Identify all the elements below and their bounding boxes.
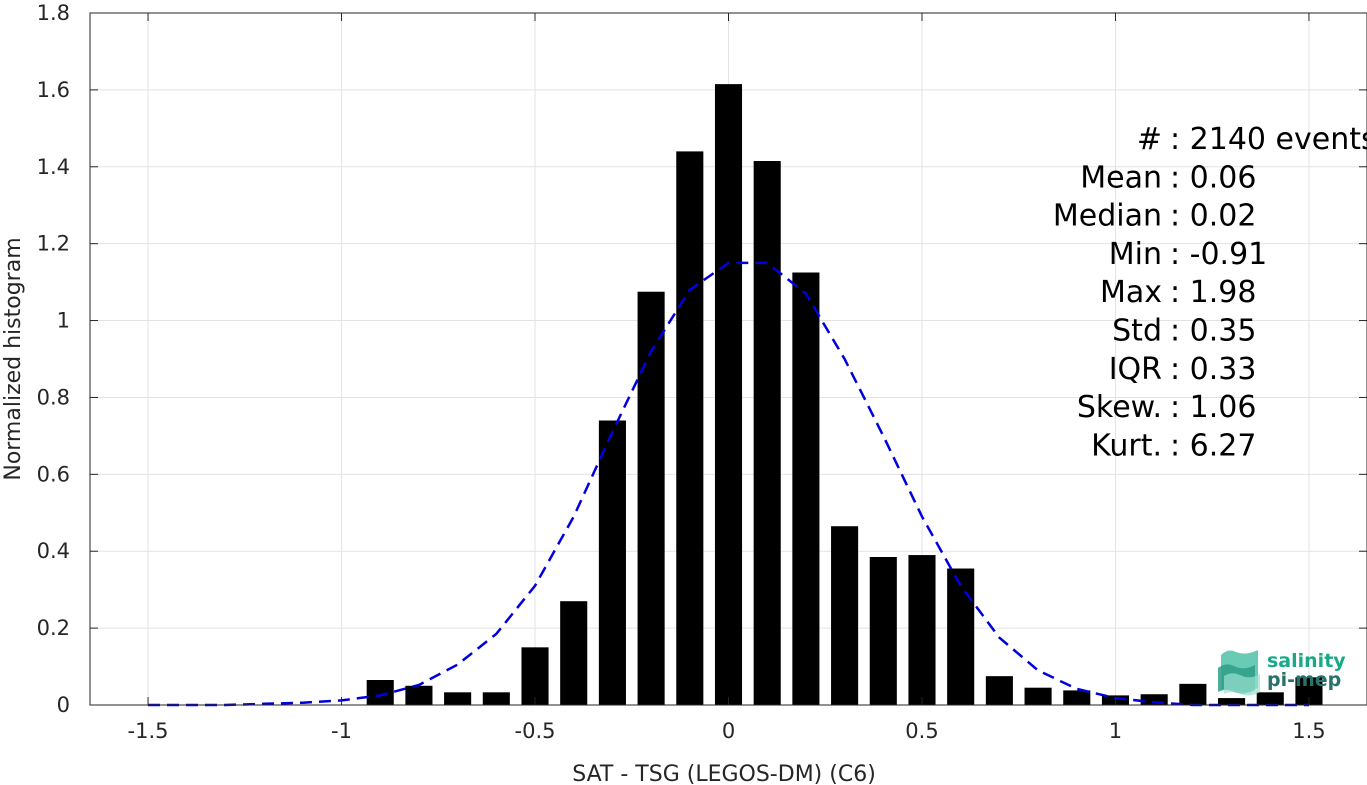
bars xyxy=(366,84,1323,706)
stat-label: Median xyxy=(1053,199,1162,234)
x-tick-label: -0.5 xyxy=(515,719,556,743)
stat-value: : 0.02 xyxy=(1170,199,1256,234)
histogram-bar xyxy=(1024,687,1052,705)
y-tick-label: 1.6 xyxy=(37,78,70,102)
stat-value: : 0.35 xyxy=(1170,314,1256,349)
y-tick-label: 0 xyxy=(57,693,70,717)
stat-value: : 0.06 xyxy=(1170,160,1256,195)
stat-label: # xyxy=(1137,122,1162,157)
stat-label: Min xyxy=(1109,237,1162,272)
y-tick-label: 1 xyxy=(57,309,70,333)
histogram-bar xyxy=(753,161,781,705)
histogram-bar xyxy=(908,555,936,705)
x-tick-label: 0.5 xyxy=(905,719,938,743)
histogram-bar xyxy=(637,291,665,705)
stat-label: Mean xyxy=(1080,160,1162,195)
y-axis-label: Normalized histogram xyxy=(1,237,26,480)
histogram-bar xyxy=(405,685,433,705)
y-tick-label: 0.8 xyxy=(37,385,70,409)
histogram-bar xyxy=(985,676,1013,705)
stat-label: Max xyxy=(1100,275,1162,310)
histogram-bar xyxy=(521,647,549,705)
salinity-pimep-logo: salinity pi-mep xyxy=(1218,650,1346,696)
histogram-bar xyxy=(1140,694,1168,705)
stat-value: : 6.27 xyxy=(1170,428,1256,463)
histogram-bar xyxy=(831,526,859,705)
histogram-bar xyxy=(792,272,820,705)
histogram-bar xyxy=(598,420,626,705)
y-tick-label: 0.2 xyxy=(37,616,70,640)
x-tick-label: -1.5 xyxy=(128,719,169,743)
histogram-bar xyxy=(482,692,510,705)
histogram-bar xyxy=(1218,698,1246,705)
histogram-bar xyxy=(560,601,588,705)
normal-fit-line xyxy=(148,261,1309,707)
x-tick-label: -1 xyxy=(331,719,352,743)
stat-label: IQR xyxy=(1109,352,1162,387)
histogram-bar xyxy=(869,556,897,705)
histogram-bar xyxy=(714,84,743,706)
y-tick-label: 1.4 xyxy=(37,155,70,179)
x-tick-label: 1 xyxy=(1109,719,1122,743)
stat-value: : 1.98 xyxy=(1170,275,1256,310)
y-tick-label: 1.2 xyxy=(37,232,70,256)
stat-label: Std xyxy=(1112,314,1162,349)
y-tick-label: 1.8 xyxy=(37,1,70,25)
x-tick-label: 1.5 xyxy=(1292,719,1325,743)
stat-value: : 1.06 xyxy=(1170,390,1256,425)
wave-icon xyxy=(1218,650,1260,696)
histogram-bar xyxy=(947,568,975,705)
fit-curve xyxy=(148,261,1309,707)
histogram-bar xyxy=(444,692,472,705)
histogram-bar xyxy=(1256,692,1284,705)
x-tick-label: 0 xyxy=(722,719,735,743)
histogram-bar xyxy=(676,151,704,705)
stat-value: : -0.91 xyxy=(1170,237,1267,272)
histogram-bar xyxy=(1063,690,1091,705)
stat-label: Skew. xyxy=(1077,390,1162,425)
x-axis-label: SAT - TSG (LEGOS-DM) (C6) xyxy=(572,762,876,785)
ticks: -1.5 -1 -0.5 0 0.5 1 1.5 0 0.2 0.4 0.6 0.8 1 1.2 1.4 1.… xyxy=(37,1,1367,743)
histogram-bar xyxy=(366,680,394,705)
logo-text-pimep: pi-mep xyxy=(1267,669,1341,691)
stat-value: : 2140 events xyxy=(1170,122,1367,157)
y-tick-label: 0.4 xyxy=(37,539,70,563)
logo-text-salinity: salinity xyxy=(1267,650,1346,672)
histogram-bar xyxy=(1179,683,1207,705)
y-tick-label: 0.6 xyxy=(37,462,70,486)
stat-value: : 0.33 xyxy=(1170,352,1256,387)
stat-label: Kurt. xyxy=(1091,428,1162,463)
